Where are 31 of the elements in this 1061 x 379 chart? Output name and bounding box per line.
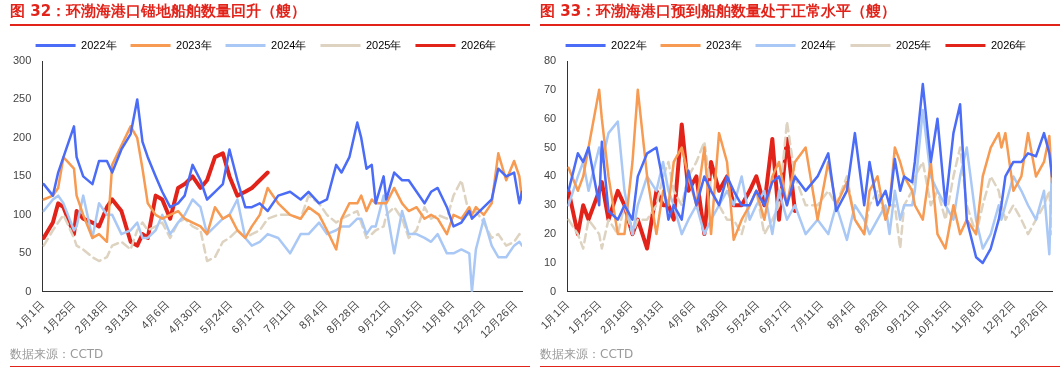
legend-label: 2023年 bbox=[176, 38, 212, 51]
y-tick-label: 20 bbox=[543, 227, 557, 240]
chart-title: 图 33：环渤海港口预到船舶数量处于正常水平（艘） bbox=[540, 0, 1060, 26]
y-tick-label: 10 bbox=[543, 255, 557, 268]
y-tick-label: 30 bbox=[543, 198, 557, 211]
y-tick-label: 60 bbox=[543, 111, 557, 124]
legend-label: 2023年 bbox=[706, 38, 742, 51]
legend-label: 2025年 bbox=[365, 38, 402, 51]
source-note: 数据来源：CCTD bbox=[540, 346, 1060, 367]
y-tick-label: 100 bbox=[12, 207, 32, 220]
legend-label: 2024年 bbox=[801, 38, 837, 51]
y-tick-label: 250 bbox=[12, 92, 32, 105]
y-tick-label: 50 bbox=[543, 140, 557, 153]
line-series bbox=[42, 179, 522, 263]
y-tick-label: 150 bbox=[12, 169, 32, 182]
legend-label: 2026年 bbox=[990, 38, 1027, 51]
y-tick-label: 70 bbox=[543, 82, 557, 95]
legend-label: 2026年 bbox=[460, 38, 497, 51]
legend-label: 2022年 bbox=[81, 38, 117, 51]
y-tick-label: 0 bbox=[550, 284, 557, 297]
legend-label: 2025年 bbox=[895, 38, 932, 51]
chart-title: 图 32：环渤海港口锚地船舶数量回升（艘） bbox=[10, 0, 530, 26]
legend-label: 2022年 bbox=[611, 38, 647, 51]
y-tick-label: 200 bbox=[12, 130, 32, 143]
legend-label: 2024年 bbox=[271, 38, 307, 51]
y-tick-label: 50 bbox=[19, 246, 32, 259]
y-tick-label: 40 bbox=[543, 169, 557, 182]
y-tick-label: 300 bbox=[12, 54, 32, 67]
y-tick-label: 80 bbox=[543, 54, 557, 67]
y-tick-label: 0 bbox=[25, 284, 32, 297]
source-note: 数据来源：CCTD bbox=[10, 346, 530, 367]
